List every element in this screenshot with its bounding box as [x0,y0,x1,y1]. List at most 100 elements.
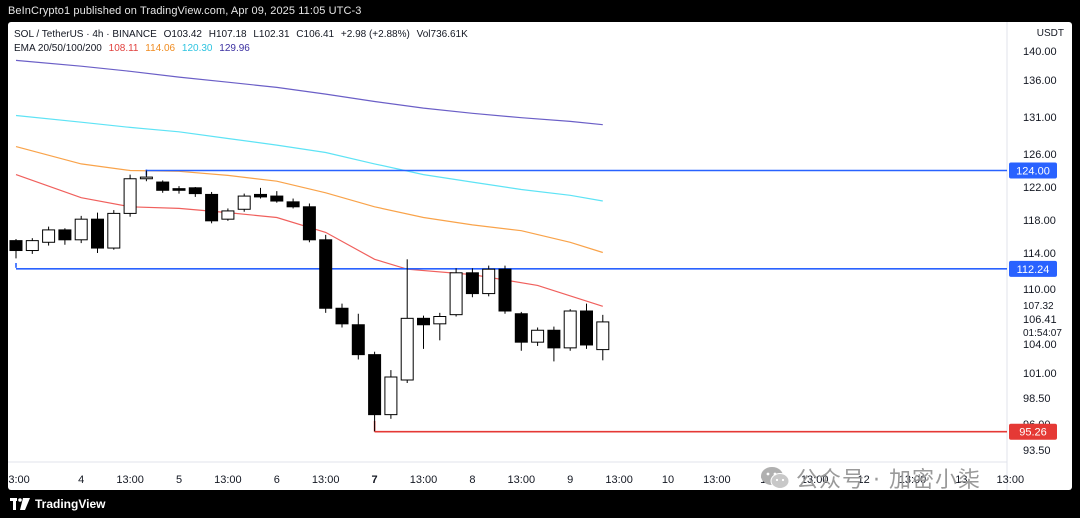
candle-body[interactable] [384,376,398,416]
candle-body[interactable] [531,329,545,343]
candle-body[interactable] [42,229,56,243]
resistance-price-label-bg [1009,162,1057,179]
candle-body[interactable] [580,310,593,346]
candle-body[interactable] [123,178,137,214]
candle-body[interactable] [482,268,496,295]
candle-body[interactable] [286,201,300,208]
last-price-secondary: 107.32 [1023,301,1054,312]
y-tick-label: 104.00 [1023,339,1057,351]
candle-body[interactable] [221,210,235,220]
symbol-label[interactable]: SOL / TetherUS · 4h · BINANCE [14,29,157,40]
candle-body[interactable] [563,310,577,349]
y-tick-label: 110.00 [1023,284,1056,296]
candle-body[interactable] [433,316,447,325]
publisher-bar: BeInCrypto1 published on TradingView.com… [0,0,1080,22]
ema100-value: 120.30 [181,43,213,54]
x-tick-label: 8 [469,474,475,486]
y-tick-label: 98.50 [1023,393,1051,405]
x-tick-label: 6 [274,474,280,486]
candle-body[interactable] [547,329,561,349]
candle-body[interactable] [25,240,39,252]
x-tick-label: 13:00 [703,474,731,486]
x-tick-label: 10 [662,474,674,486]
x-tick-label: 13:00 [997,474,1025,486]
x-tick-label: 13 [955,474,967,486]
candle-body[interactable] [9,240,23,252]
ema-line-4 [15,59,603,126]
y-tick-label: 101.00 [1023,368,1057,380]
currency-label[interactable]: USDT [1036,28,1064,39]
ema-row: EMA 20/50/100/200 108.11 114.06 120.30 1… [14,42,472,56]
candle-body[interactable] [270,195,284,202]
candle-body[interactable] [188,187,202,195]
tradingview-brand: TradingView [35,497,106,511]
candle-body[interactable] [107,212,121,249]
ema200-value: 129.96 [219,43,250,54]
ema20-value: 108.11 [108,43,139,54]
candle-body[interactable] [514,313,528,343]
chart-legend: SOL / TetherUS · 4h · BINANCE O103.42 H1… [14,28,472,56]
y-tick-label: 118.00 [1023,215,1056,227]
candle-body[interactable] [335,307,349,325]
low-value: L102.31 [253,29,290,40]
candle-body[interactable] [596,321,610,351]
y-tick-label: 93.50 [1023,445,1051,457]
x-tick-label: 13:00 [508,474,536,486]
candle-body[interactable] [319,239,333,309]
candle-body[interactable] [449,272,463,316]
candle-countdown: 01:54:07 [1023,328,1062,339]
candle-body[interactable] [156,181,170,191]
chart-frame: SOL / TetherUS · 4h · BINANCE O103.42 H1… [8,22,1072,490]
resistance-price-label: 124.00 [1016,166,1050,178]
x-tick-label: 13:00 [312,474,340,486]
change-value: +2.98 (+2.88%) [340,29,410,40]
x-tick-label: 12 [857,474,869,486]
open-value: O103.42 [163,29,202,40]
ema-line-3 [15,114,603,202]
y-tick-label: 114.00 [1023,248,1056,260]
x-tick-label: 9 [567,474,573,486]
candle-body[interactable] [302,206,316,241]
candle-body[interactable] [400,317,414,381]
candle-body[interactable] [139,176,153,180]
candle-body[interactable] [417,317,430,326]
wechat-watermark: 公众号 · 加密小柒 [760,462,981,490]
x-tick-label: 13:00 [116,474,144,486]
wechat-icon [761,467,790,489]
candle-body[interactable] [91,218,104,249]
footer-bar: TradingView [0,490,1080,518]
y-tick-label: 126.00 [1023,149,1057,161]
candle-body[interactable] [205,193,219,222]
candle-body[interactable] [351,324,365,356]
ohlc-row: SOL / TetherUS · 4h · BINANCE O103.42 H1… [14,28,472,42]
candle-body[interactable] [498,268,512,312]
support-price-label: 95.26 [1019,427,1047,439]
candle-body[interactable] [58,229,72,241]
candle-body[interactable] [237,195,251,210]
high-value: H107.18 [208,29,247,40]
y-tick-label: 131.00 [1023,112,1057,124]
candle-body[interactable] [74,218,88,241]
resistance-price-label: 112.24 [1017,264,1050,276]
candle-body[interactable] [172,188,186,191]
y-tick-label: 122.00 [1023,182,1057,194]
x-tick-label: 13:00 [8,474,30,486]
x-tick-label: 5 [176,474,182,486]
close-value: C106.41 [296,29,335,40]
candle-body[interactable] [368,354,382,416]
x-tick-label: 4 [78,474,84,486]
x-tick-label: 13:00 [410,474,438,486]
candle-body[interactable] [254,193,267,198]
tradingview-logo[interactable]: TradingView [10,497,105,511]
y-tick-label: 140.00 [1023,46,1057,58]
watermark-text: 公众号 · 加密小柒 [796,468,981,490]
x-tick-label: 13:00 [214,474,242,486]
candlestick-chart[interactable]: 140.00 136.00 131.00 126.00 122.00 118.00 114.… [8,22,1072,490]
ema-label[interactable]: EMA 20/50/100/200 [14,43,102,54]
volume-value: Vol736.61K [416,29,468,40]
x-tick-label: 13:00 [899,474,927,486]
candle-body[interactable] [465,272,479,295]
last-price-bg [1009,304,1065,339]
x-tick-label: 7 [372,474,378,486]
x-tick-label: 13:00 [801,474,829,486]
